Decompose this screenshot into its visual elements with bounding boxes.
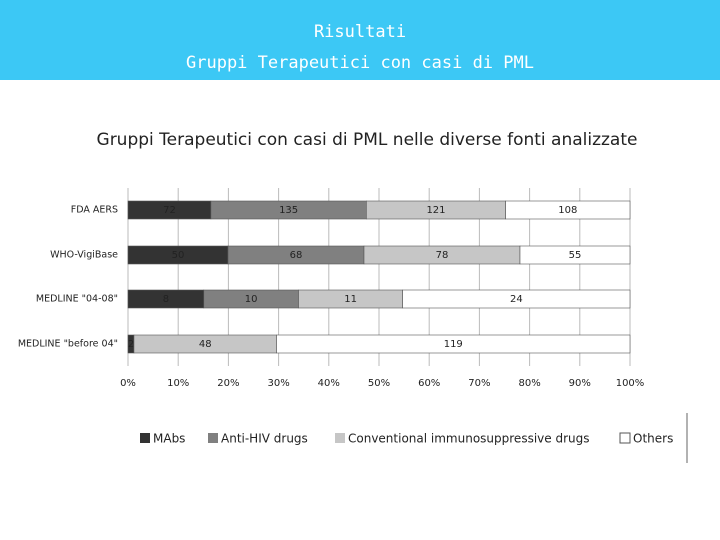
- header-subtitle: Gruppi Terapeutici con casi di PML: [186, 53, 534, 73]
- x-tick-label: 10%: [167, 378, 189, 389]
- y-tick-label: FDA AERS: [71, 205, 118, 216]
- data-label: 2: [128, 339, 134, 350]
- legend-label: Conventional immunosuppressive drugs: [348, 432, 589, 446]
- data-label: 24: [510, 294, 523, 305]
- legend-swatch: [619, 432, 631, 444]
- legend-swatch: [335, 433, 345, 443]
- data-label: 135: [279, 205, 298, 216]
- data-label: 108: [558, 205, 577, 216]
- y-tick-label: MEDLINE "04-08": [36, 294, 118, 305]
- bar-segment: [505, 200, 631, 220]
- data-label: 11: [344, 294, 357, 305]
- data-label: 121: [426, 205, 445, 216]
- data-label: 68: [290, 250, 303, 261]
- data-label: 78: [436, 250, 449, 261]
- data-label: 55: [569, 250, 582, 261]
- legend-swatch: [140, 433, 150, 443]
- x-tick-label: 30%: [267, 378, 289, 389]
- y-tick-label: MEDLINE "before 04": [18, 339, 118, 350]
- data-label: 119: [444, 339, 463, 350]
- bar-segment: [519, 245, 631, 265]
- y-tick-label: WHO-VigiBase: [50, 250, 118, 261]
- legend-label: Others: [633, 432, 673, 446]
- header-title: Risultati: [313, 22, 407, 42]
- legend-label: MAbs: [153, 432, 185, 446]
- x-tick-label: 60%: [418, 378, 440, 389]
- chart-title: Gruppi Terapeutici con casi di PML nelle…: [97, 130, 638, 150]
- data-label: 50: [172, 250, 185, 261]
- x-tick-label: 40%: [318, 378, 340, 389]
- x-tick-label: 90%: [569, 378, 591, 389]
- data-label: 8: [163, 294, 169, 305]
- data-label: 10: [245, 294, 258, 305]
- header-band: Risultati Gruppi Terapeutici con casi di…: [0, 0, 720, 80]
- data-label: 48: [199, 339, 212, 350]
- x-tick-label: 100%: [616, 378, 645, 389]
- x-tick-label: 20%: [217, 378, 239, 389]
- x-tick-label: 70%: [468, 378, 490, 389]
- x-tick-label: 50%: [368, 378, 390, 389]
- x-tick-label: 0%: [120, 378, 136, 389]
- bar-segment: [276, 334, 631, 354]
- legend-label: Anti-HIV drugs: [221, 432, 308, 446]
- data-label: 72: [163, 205, 176, 216]
- legend-swatch: [208, 433, 218, 443]
- x-tick-label: 80%: [518, 378, 540, 389]
- bar-segment: [402, 289, 631, 309]
